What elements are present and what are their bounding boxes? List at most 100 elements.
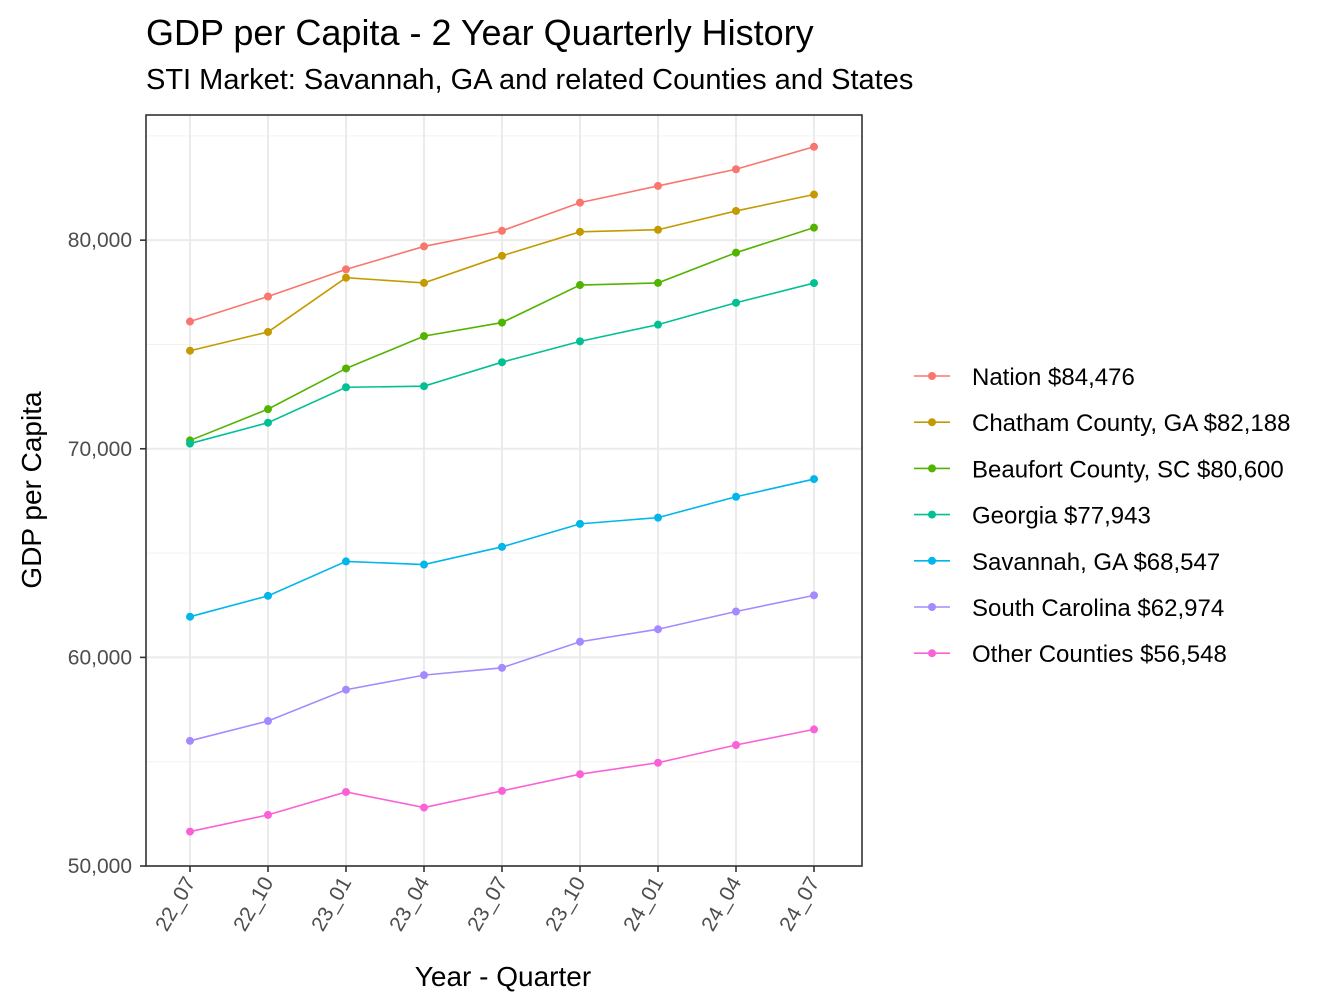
data-point bbox=[342, 557, 350, 566]
y-axis-ticks: 50,000 60,000 70,000 80,000 bbox=[68, 229, 146, 878]
x-tick-label: 24_04 bbox=[697, 873, 746, 935]
data-point bbox=[264, 717, 272, 726]
data-point bbox=[576, 281, 584, 290]
x-tick-label: 24_07 bbox=[775, 873, 824, 935]
data-point bbox=[264, 591, 272, 600]
chart-title: GDP per Capita - 2 Year Quarterly Histor… bbox=[146, 12, 814, 53]
data-point bbox=[186, 317, 194, 326]
data-point bbox=[186, 439, 194, 448]
data-point bbox=[498, 251, 506, 260]
data-point bbox=[342, 273, 350, 282]
data-point bbox=[576, 337, 584, 346]
data-point bbox=[576, 198, 584, 207]
data-point bbox=[810, 223, 818, 232]
data-point bbox=[810, 279, 818, 288]
data-point bbox=[420, 332, 428, 341]
data-point bbox=[810, 475, 818, 484]
data-point bbox=[732, 165, 740, 174]
data-point bbox=[186, 736, 194, 745]
chart-subtitle: STI Market: Savannah, GA and related Cou… bbox=[146, 64, 914, 96]
legend: Nation $84,476 Chatham County, GA $82,188… bbox=[914, 364, 1290, 668]
y-tick-label: 70,000 bbox=[68, 438, 132, 461]
data-point bbox=[654, 181, 662, 190]
x-axis-ticks: 22_07 22_10 23_01 23_04 23_07 23_10 24_01 24_04… bbox=[151, 866, 824, 935]
data-point bbox=[264, 810, 272, 819]
plot-panel-border bbox=[145, 114, 863, 867]
x-axis-title: Year - Quarter bbox=[415, 961, 591, 992]
legend-key-point bbox=[928, 556, 936, 565]
data-point bbox=[654, 278, 662, 287]
data-point bbox=[810, 142, 818, 151]
y-axis-title: GDP per Capita bbox=[16, 391, 47, 589]
x-tick-label: 22_07 bbox=[151, 873, 200, 935]
data-point bbox=[576, 227, 584, 236]
legend-key-point bbox=[928, 510, 936, 519]
data-point bbox=[186, 346, 194, 355]
legend-label: Beaufort County, SC $80,600 bbox=[972, 456, 1284, 483]
data-point bbox=[264, 418, 272, 427]
y-tick-label: 80,000 bbox=[68, 229, 132, 252]
data-point bbox=[420, 560, 428, 569]
data-point bbox=[420, 242, 428, 251]
data-point bbox=[342, 265, 350, 274]
data-point bbox=[498, 318, 506, 327]
legend-label: Nation $84,476 bbox=[972, 364, 1135, 391]
legend-key-point bbox=[928, 649, 936, 658]
data-point bbox=[420, 803, 428, 812]
legend-key-point bbox=[928, 464, 936, 473]
data-point bbox=[186, 827, 194, 836]
data-point bbox=[498, 542, 506, 551]
legend-label: Other Counties $56,548 bbox=[972, 641, 1227, 668]
data-point bbox=[732, 206, 740, 215]
legend-label: South Carolina $62,974 bbox=[972, 595, 1224, 622]
x-tick-label: 24_01 bbox=[619, 873, 668, 935]
x-tick-label: 23_01 bbox=[307, 873, 356, 935]
legend-key-point bbox=[928, 418, 936, 427]
data-point bbox=[810, 725, 818, 734]
data-point bbox=[498, 786, 506, 795]
data-point bbox=[576, 637, 584, 646]
data-point bbox=[420, 382, 428, 391]
data-point bbox=[654, 225, 662, 234]
data-point bbox=[732, 298, 740, 307]
data-point bbox=[420, 278, 428, 287]
x-tick-label: 23_10 bbox=[541, 873, 590, 935]
legend-key-point bbox=[928, 372, 936, 380]
data-point bbox=[732, 607, 740, 616]
data-point bbox=[186, 612, 194, 621]
data-point bbox=[342, 685, 350, 694]
legend-label: Chatham County, GA $82,188 bbox=[972, 410, 1290, 437]
y-tick-label: 50,000 bbox=[68, 855, 132, 878]
x-tick-label: 22_10 bbox=[229, 873, 278, 935]
data-point bbox=[732, 741, 740, 750]
data-point bbox=[264, 327, 272, 336]
legend-label: Georgia $77,943 bbox=[972, 503, 1151, 530]
data-point bbox=[654, 320, 662, 329]
data-point bbox=[654, 513, 662, 522]
data-point bbox=[732, 248, 740, 257]
data-point bbox=[810, 591, 818, 600]
data-point bbox=[342, 787, 350, 796]
data-point bbox=[342, 364, 350, 373]
y-tick-label: 60,000 bbox=[68, 646, 132, 669]
data-point bbox=[264, 292, 272, 301]
data-point bbox=[732, 492, 740, 501]
data-point bbox=[264, 405, 272, 414]
legend-key-point bbox=[928, 603, 936, 611]
data-point bbox=[498, 226, 506, 235]
grid-minor bbox=[146, 135, 862, 763]
data-point bbox=[576, 770, 584, 779]
x-tick-label: 23_07 bbox=[463, 873, 512, 935]
data-point bbox=[498, 663, 506, 672]
x-tick-label: 23_04 bbox=[385, 873, 434, 935]
data-point bbox=[576, 519, 584, 528]
data-point bbox=[654, 758, 662, 767]
series-points bbox=[186, 142, 818, 836]
legend-label: Savannah, GA $68,547 bbox=[972, 549, 1220, 576]
data-point bbox=[498, 358, 506, 367]
data-point bbox=[342, 383, 350, 392]
data-point bbox=[810, 190, 818, 199]
data-point bbox=[420, 671, 428, 680]
data-point bbox=[654, 625, 662, 634]
